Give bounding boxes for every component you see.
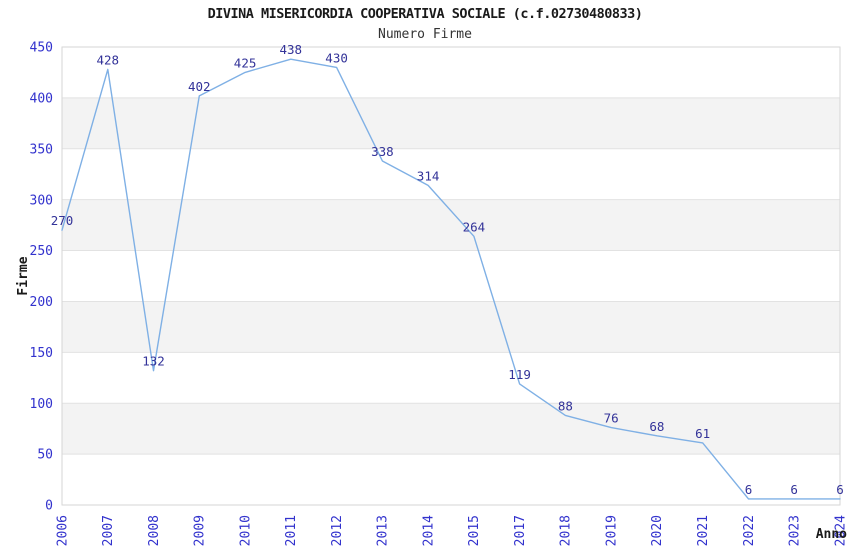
x-tick-label: 2019 <box>604 515 619 546</box>
y-tick-label: 250 <box>30 244 53 259</box>
plot-band <box>62 97 840 149</box>
plot-band <box>62 301 840 353</box>
x-tick-label: 2010 <box>238 515 253 546</box>
y-tick-label: 50 <box>37 448 53 463</box>
x-tick-label: 2007 <box>101 515 116 546</box>
data-label: 402 <box>188 79 211 94</box>
data-label: 338 <box>371 144 394 159</box>
data-label: 438 <box>280 42 303 57</box>
y-tick-label: 100 <box>30 397 53 412</box>
data-label: 119 <box>508 367 531 382</box>
x-tick-label: 2008 <box>147 515 162 546</box>
x-tick-label: 2018 <box>559 515 574 546</box>
x-tick-label: 2017 <box>513 515 528 546</box>
data-label: 6 <box>836 482 844 497</box>
y-tick-label: 450 <box>30 41 53 56</box>
x-tick-label: 2009 <box>193 515 208 546</box>
data-label: 76 <box>604 411 619 426</box>
x-tick-label: 2012 <box>330 515 345 546</box>
chart-title: DIVINA MISERICORDIA COOPERATIVA SOCIALE … <box>207 6 643 22</box>
x-tick-label: 2006 <box>55 515 70 546</box>
x-tick-label: 2024 <box>833 515 848 546</box>
data-label: 314 <box>417 168 440 183</box>
x-tick-label: 2011 <box>284 515 299 546</box>
x-tick-label: 2023 <box>787 515 802 546</box>
y-tick-label: 350 <box>30 142 53 157</box>
y-tick-label: 300 <box>30 193 53 208</box>
data-label: 132 <box>142 354 165 369</box>
x-tick-label: 2021 <box>696 515 711 546</box>
y-tick-label: 400 <box>30 91 53 106</box>
data-label: 264 <box>463 219 486 234</box>
plot-band <box>62 403 840 455</box>
data-label: 428 <box>97 52 120 67</box>
data-label: 68 <box>649 419 664 434</box>
data-label: 88 <box>558 398 573 413</box>
data-label: 425 <box>234 55 257 70</box>
data-label: 270 <box>51 213 74 228</box>
data-label: 6 <box>745 482 753 497</box>
y-tick-label: 200 <box>30 295 53 310</box>
x-tick-label: 2020 <box>650 515 665 546</box>
x-tick-label: 2013 <box>376 515 391 546</box>
y-tick-label: 0 <box>45 499 53 514</box>
x-tick-label: 2014 <box>421 515 436 546</box>
x-axis-title: Anno <box>816 527 847 542</box>
plot-band <box>62 199 840 251</box>
data-label: 61 <box>695 426 710 441</box>
x-tick-label: 2022 <box>742 515 757 546</box>
data-label: 6 <box>790 482 798 497</box>
x-tick-label: 2015 <box>467 515 482 546</box>
y-tick-label: 150 <box>30 346 53 361</box>
series-line <box>61 58 841 500</box>
data-label: 430 <box>325 50 348 65</box>
y-axis-title: Firme <box>16 256 31 295</box>
chart-subtitle: Numero Firme <box>378 27 472 42</box>
plot-border <box>61 46 841 506</box>
